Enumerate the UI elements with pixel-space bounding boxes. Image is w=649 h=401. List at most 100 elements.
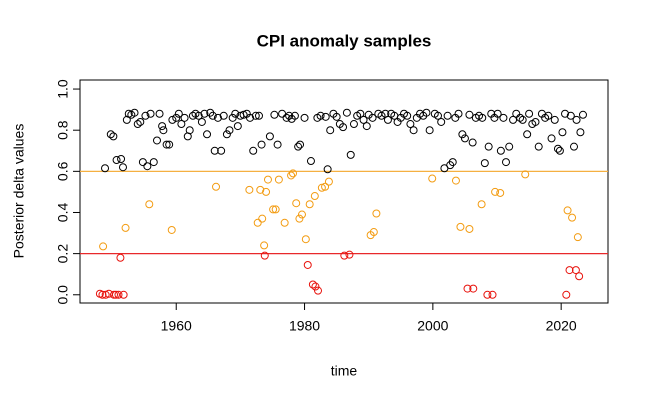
- chart-title: CPI anomaly samples: [257, 31, 432, 50]
- point: [295, 214, 304, 223]
- point: [310, 192, 319, 201]
- point: [141, 111, 150, 120]
- point: [278, 109, 287, 118]
- point: [222, 130, 231, 139]
- point: [305, 200, 314, 209]
- point: [425, 126, 434, 135]
- point: [282, 113, 291, 122]
- point: [290, 111, 299, 120]
- point: [180, 113, 189, 122]
- point: [287, 171, 296, 180]
- point: [349, 120, 358, 129]
- point: [465, 110, 474, 119]
- point: [480, 159, 489, 168]
- point: [292, 199, 301, 208]
- point: [109, 132, 118, 141]
- point: [345, 250, 354, 259]
- point: [119, 290, 128, 299]
- point: [260, 241, 269, 250]
- point: [112, 156, 121, 165]
- y-tick-label: 0.6: [55, 161, 71, 181]
- point: [311, 282, 320, 291]
- point: [463, 284, 472, 293]
- point: [547, 134, 556, 143]
- point: [454, 109, 463, 118]
- point: [558, 128, 567, 137]
- point: [231, 109, 240, 118]
- point: [342, 108, 351, 117]
- point: [210, 146, 219, 155]
- x-tick-label: 1980: [289, 318, 320, 334]
- x-tick-label: 2020: [546, 318, 577, 334]
- point: [550, 115, 559, 124]
- point: [458, 130, 467, 139]
- point: [168, 115, 177, 124]
- point: [260, 251, 269, 260]
- point: [294, 142, 303, 151]
- point: [484, 142, 493, 151]
- point: [271, 205, 280, 214]
- point: [269, 205, 278, 214]
- point: [372, 209, 381, 218]
- point: [217, 146, 226, 155]
- point: [569, 142, 578, 151]
- y-tick-label: 0.0: [55, 285, 71, 305]
- point: [188, 111, 197, 120]
- point: [212, 182, 221, 191]
- point: [324, 177, 333, 186]
- point: [239, 110, 248, 119]
- point: [448, 158, 457, 167]
- point: [101, 164, 110, 173]
- point: [301, 235, 310, 244]
- point: [159, 126, 168, 135]
- point: [203, 130, 212, 139]
- point: [300, 113, 309, 122]
- point: [280, 218, 289, 227]
- point: [339, 123, 348, 132]
- point: [323, 165, 332, 174]
- point: [167, 225, 176, 234]
- point: [257, 140, 266, 149]
- point: [303, 260, 312, 269]
- point: [356, 109, 365, 118]
- y-tick-label: 1.0: [55, 79, 71, 99]
- point: [531, 117, 540, 126]
- point: [456, 222, 465, 231]
- point: [162, 140, 171, 149]
- x-tick-label: 1960: [161, 318, 192, 334]
- point: [573, 233, 582, 242]
- point: [572, 115, 581, 124]
- point: [296, 140, 305, 149]
- x-axis-label: time: [331, 363, 358, 379]
- point: [321, 182, 330, 191]
- point: [523, 130, 532, 139]
- point: [273, 140, 282, 149]
- point: [101, 290, 110, 299]
- point: [228, 113, 237, 122]
- point: [443, 111, 452, 120]
- point: [138, 158, 147, 167]
- point: [491, 187, 500, 196]
- point: [433, 111, 442, 120]
- point: [525, 109, 534, 118]
- point: [555, 146, 564, 155]
- point: [483, 290, 492, 299]
- point: [251, 111, 260, 120]
- point: [121, 223, 130, 232]
- point: [518, 115, 527, 124]
- point: [145, 200, 154, 209]
- y-tick-label: 0.4: [55, 203, 71, 223]
- point: [270, 110, 279, 119]
- point: [136, 117, 145, 126]
- point: [377, 111, 386, 120]
- y-axis-label: Posterior delta values: [11, 124, 27, 259]
- point: [578, 110, 587, 119]
- point: [317, 183, 326, 192]
- point: [534, 142, 543, 151]
- point: [499, 113, 508, 122]
- point: [316, 111, 325, 120]
- point: [544, 111, 553, 120]
- point: [208, 111, 217, 120]
- point: [149, 158, 158, 167]
